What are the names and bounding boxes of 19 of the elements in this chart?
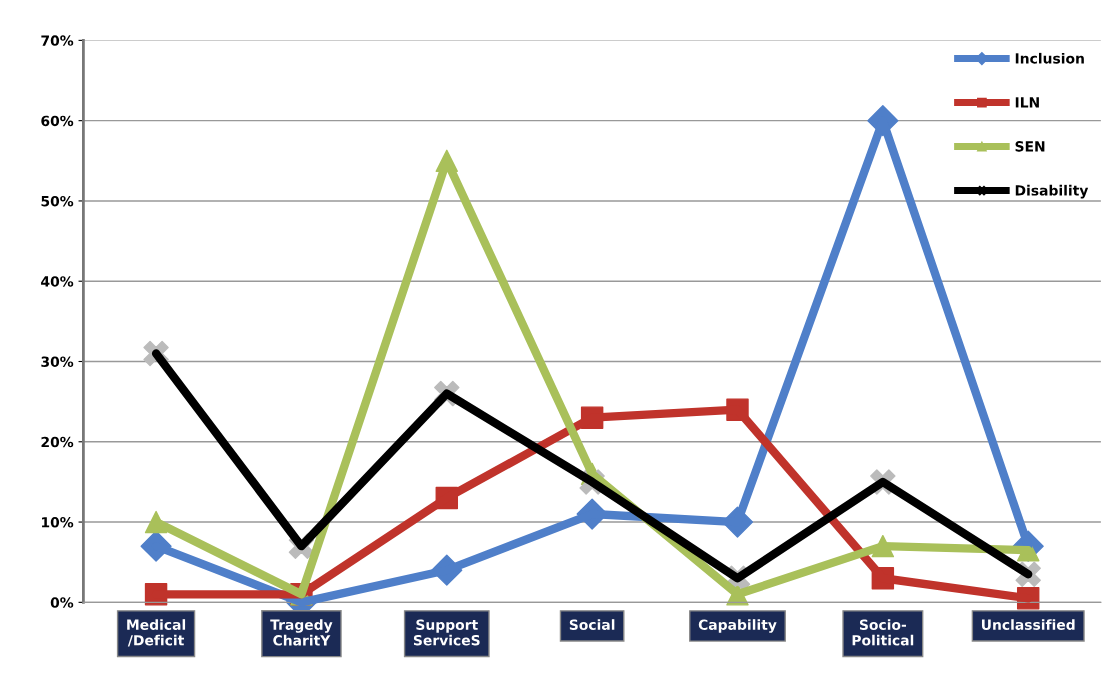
x-tick-label: Medical /Deficit [127,619,186,647]
y-tick-label: 50% [41,195,74,207]
legend-label: ILN [1015,97,1039,108]
y-tick-label: 60% [41,115,74,127]
x-tick-label: Unclassified [981,619,1075,630]
y-tick-label: 40% [41,276,74,287]
y-tick-label: 30% [41,356,74,367]
x-tick-label: Social [569,619,615,630]
x-tick-label: Support ServiceS [413,619,480,646]
y-tick-label: 0% [50,597,74,608]
y-tick-label: 70% [41,35,74,46]
legend-label: SEN [1015,141,1045,152]
legend-label: Disability [1015,184,1089,199]
x-tick-label: Socio- Political [852,619,914,646]
y-tick-label: 10% [42,517,74,528]
legend-label: Inclusion [1015,52,1084,64]
y-tick-label: 20% [41,436,74,448]
x-tick-label: Capability [698,619,777,633]
x-tick-label: Tragedy CharitY [270,619,333,646]
